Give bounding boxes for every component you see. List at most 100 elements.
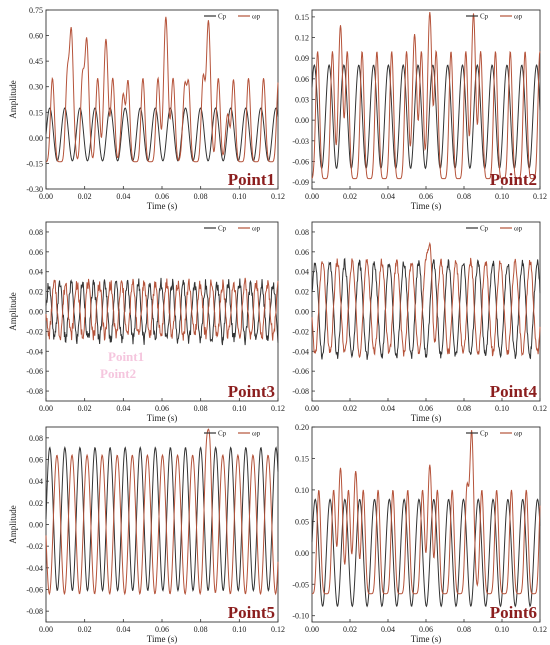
x-tick-label: 0.08 (194, 625, 208, 634)
y-tick-label: -0.03 (292, 137, 309, 146)
legend-entry: Cp (480, 430, 489, 438)
series-line-wp (45, 16, 279, 163)
y-tick-label: 0.04 (29, 477, 43, 486)
series-line-wp (311, 12, 541, 180)
x-axis-label: Time (s) (411, 201, 441, 211)
series-line-wp (311, 430, 541, 595)
ghost-label-1: Point1 (108, 349, 144, 364)
y-tick-label: 0.45 (29, 57, 43, 66)
y-tick-label: 0.15 (29, 108, 43, 117)
y-tick-label: -0.10 (292, 612, 309, 621)
x-tick-label: 0.10 (495, 404, 509, 413)
series-line-cp (311, 63, 541, 170)
y-tick-label: 0.02 (295, 288, 309, 297)
panel-point5: 0.00 0.02 0.04 0.06 0.08 0.10 0.12 -0.08 -0.06 -0… (8, 426, 285, 644)
x-tick-label: 0.04 (381, 625, 395, 634)
y-tick-label: -0.06 (26, 586, 43, 595)
y-tick-label: -0.02 (292, 327, 309, 336)
x-tick-label: 0.08 (457, 404, 471, 413)
series-line-wp (45, 428, 279, 596)
x-tick-label: 0.06 (419, 625, 433, 634)
x-tick-label: 0.00 (305, 192, 319, 201)
x-tick-label: 0.02 (343, 192, 357, 201)
x-tick-label: 0.08 (457, 192, 471, 201)
series-line-cp (45, 277, 279, 346)
series-line-wp (45, 277, 279, 341)
y-tick-label: 0.00 (29, 134, 43, 143)
legend-entry: ωp (514, 225, 523, 233)
plot-frame (311, 221, 541, 402)
x-tick-label: 0.00 (305, 404, 319, 413)
legend-entry: Cp (218, 430, 227, 438)
y-tick-label: -0.04 (26, 564, 43, 573)
x-tick-label: 0.04 (381, 192, 395, 201)
x-axis-label: Time (s) (411, 413, 441, 423)
x-tick-label: 0.06 (155, 192, 169, 201)
legend-entry: ωp (514, 13, 523, 21)
x-tick-label: 0.04 (116, 404, 130, 413)
legend-entry: ωp (252, 13, 261, 21)
x-tick-label: 0.08 (194, 192, 208, 201)
point-label: Point3 (228, 382, 275, 401)
y-tick-label: -0.05 (292, 580, 309, 589)
point-label: Point1 (228, 170, 275, 189)
y-tick-label: 0.15 (295, 454, 309, 463)
series-line-cp (311, 257, 541, 360)
y-tick-label: 0.30 (29, 83, 43, 92)
x-tick-label: 0.00 (39, 192, 53, 201)
x-tick-label: 0.12 (533, 192, 547, 201)
panel-point3: 0.00 0.02 0.04 0.06 0.08 0.10 0.12 -0.08 -0.06 -0… (8, 221, 285, 423)
y-tick-label: 0.04 (29, 268, 43, 277)
y-tick-label: 0.09 (295, 54, 309, 63)
x-tick-label: 0.08 (194, 404, 208, 413)
point-label: Point5 (228, 603, 275, 622)
panel-point2: 0.00 0.02 0.04 0.06 0.08 0.10 0.12 -0.09 -0.06 -0… (292, 9, 547, 211)
y-tick-label: 0.06 (295, 248, 309, 257)
legend-entry: ωp (252, 225, 261, 233)
y-tick-label: -0.06 (26, 367, 43, 376)
y-tick-label: -0.04 (26, 347, 43, 356)
series-line-cp (45, 445, 279, 593)
legend-entry: ωp (514, 430, 523, 438)
y-tick-label: 0.15 (295, 13, 309, 22)
plot-frame (45, 221, 279, 402)
y-tick-label: -0.02 (26, 327, 43, 336)
y-tick-label: 0.20 (295, 423, 309, 432)
y-tick-label: 0.10 (295, 486, 309, 495)
series-line-wp (311, 241, 541, 359)
y-axis-label: Amplitude (8, 292, 18, 331)
y-tick-label: 0.08 (29, 228, 43, 237)
y-axis-label: Amplitude (8, 80, 18, 119)
y-tick-label: -0.08 (26, 607, 43, 616)
x-tick-label: 0.10 (495, 192, 509, 201)
plot-frame (311, 9, 541, 190)
y-tick-label: -0.15 (26, 159, 43, 168)
x-tick-label: 0.02 (78, 404, 92, 413)
series-line-cp (311, 498, 541, 608)
x-tick-label: 0.06 (155, 625, 169, 634)
x-tick-label: 0.06 (419, 192, 433, 201)
x-tick-label: 0.02 (78, 192, 92, 201)
x-axis-label: Time (s) (147, 413, 177, 423)
y-tick-label: -0.06 (292, 367, 309, 376)
x-tick-label: 0.08 (457, 625, 471, 634)
y-tick-label: 0.06 (29, 456, 43, 465)
point-label: Point6 (490, 603, 537, 622)
panel-point6: 0.00 0.02 0.04 0.06 0.08 0.10 0.12 -0.10 -0.05 0.… (292, 423, 547, 644)
x-tick-label: 0.02 (343, 404, 357, 413)
x-tick-label: 0.06 (419, 404, 433, 413)
y-tick-label: 0.00 (295, 549, 309, 558)
y-tick-label: 0.06 (29, 248, 43, 257)
y-tick-label: 0.08 (295, 228, 309, 237)
y-tick-label: 0.02 (29, 499, 43, 508)
point-label: Point2 (490, 170, 537, 189)
y-tick-label: 0.00 (29, 521, 43, 530)
y-tick-label: -0.04 (292, 347, 309, 356)
x-tick-label: 0.12 (533, 625, 547, 634)
x-tick-label: 0.12 (271, 625, 285, 634)
x-tick-label: 0.04 (116, 625, 130, 634)
legend-entry: ωp (252, 430, 261, 438)
legend-entry: Cp (480, 225, 489, 233)
x-tick-label: 0.12 (271, 192, 285, 201)
